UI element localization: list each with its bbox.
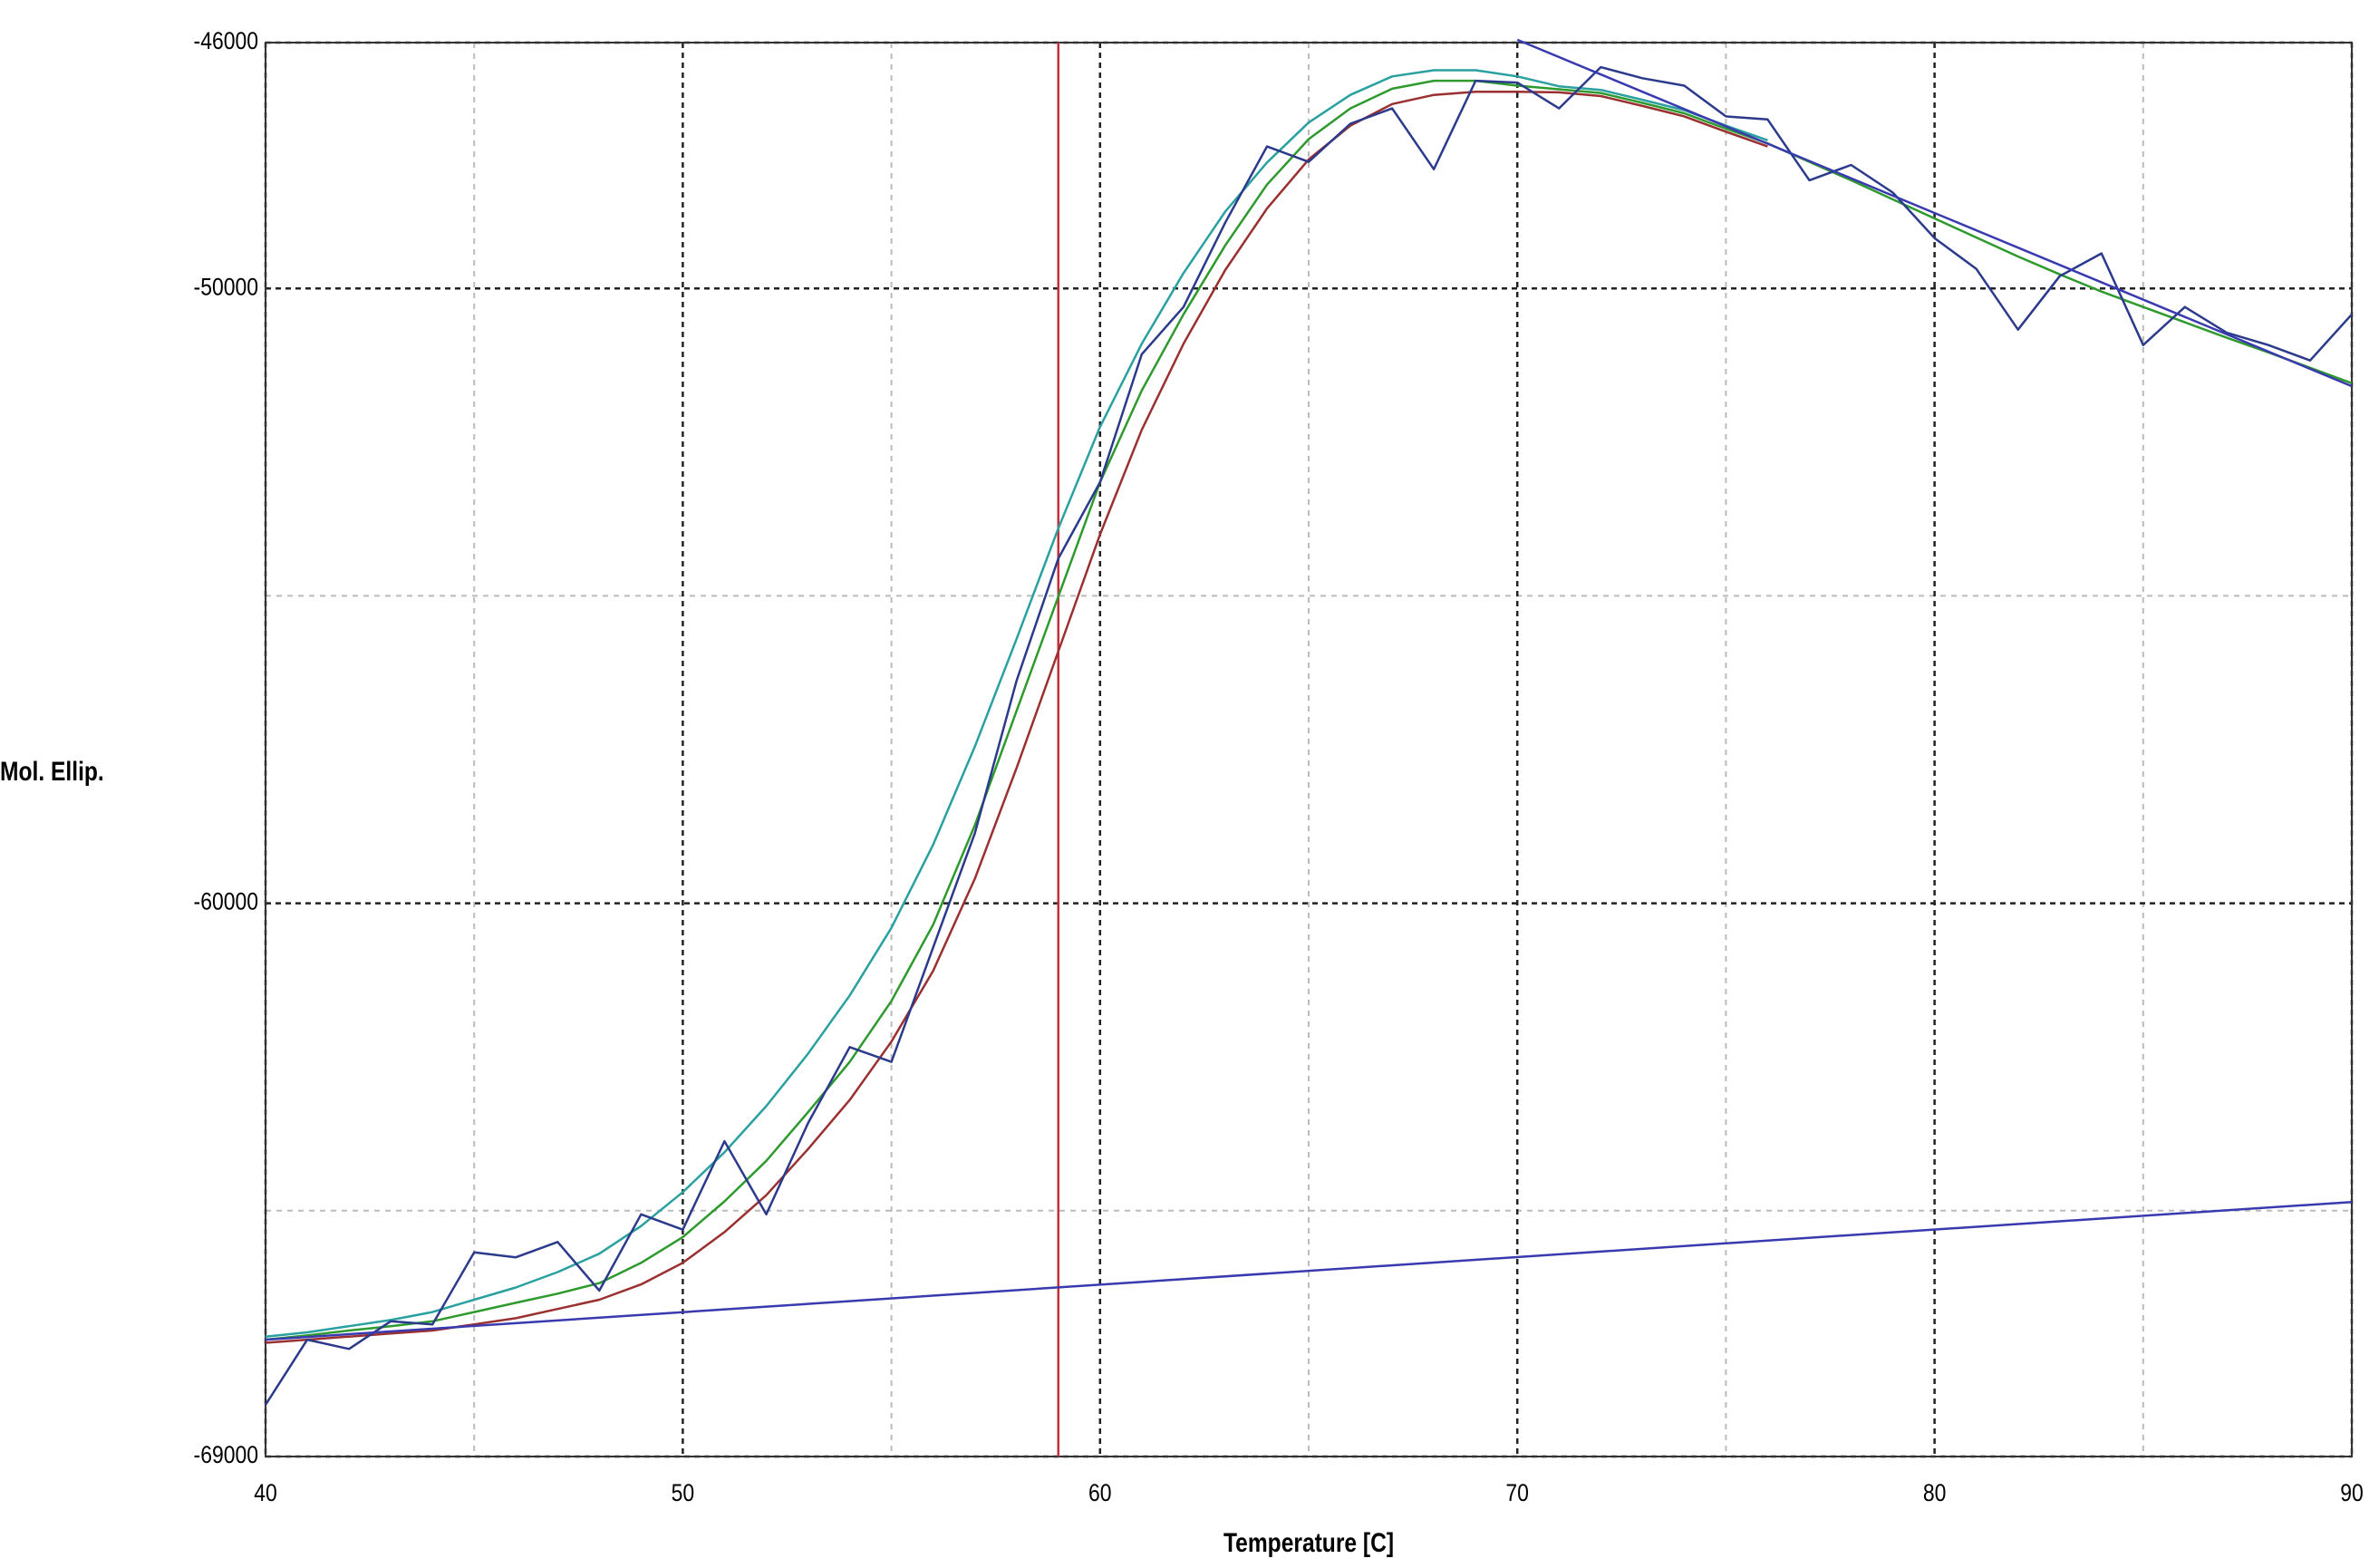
series-line [265,79,2353,1341]
y-tick-label: -46000 [194,27,258,54]
y-tick-label: -60000 [194,888,258,915]
series-line [265,69,1768,1338]
y-tick-label: -69000 [194,1441,258,1468]
series-line [265,91,1768,1344]
series-line [1516,38,2353,388]
series-line [264,65,2353,1406]
x-tick-label: 60 [1088,1479,1112,1506]
x-tick-label: 40 [254,1479,277,1506]
y-axis-title: Mol. Ellip. [0,756,104,787]
x-axis-title: Temperature [C] [1223,1527,1394,1558]
x-tick-label: 50 [672,1479,695,1506]
x-tick-label: 70 [1505,1479,1529,1506]
y-tick-label: -50000 [194,274,258,301]
series-line [265,1200,2353,1341]
plot-frame [265,42,2353,1457]
x-tick-label: 90 [2340,1479,2364,1506]
x-tick-label: 80 [1923,1479,1947,1506]
